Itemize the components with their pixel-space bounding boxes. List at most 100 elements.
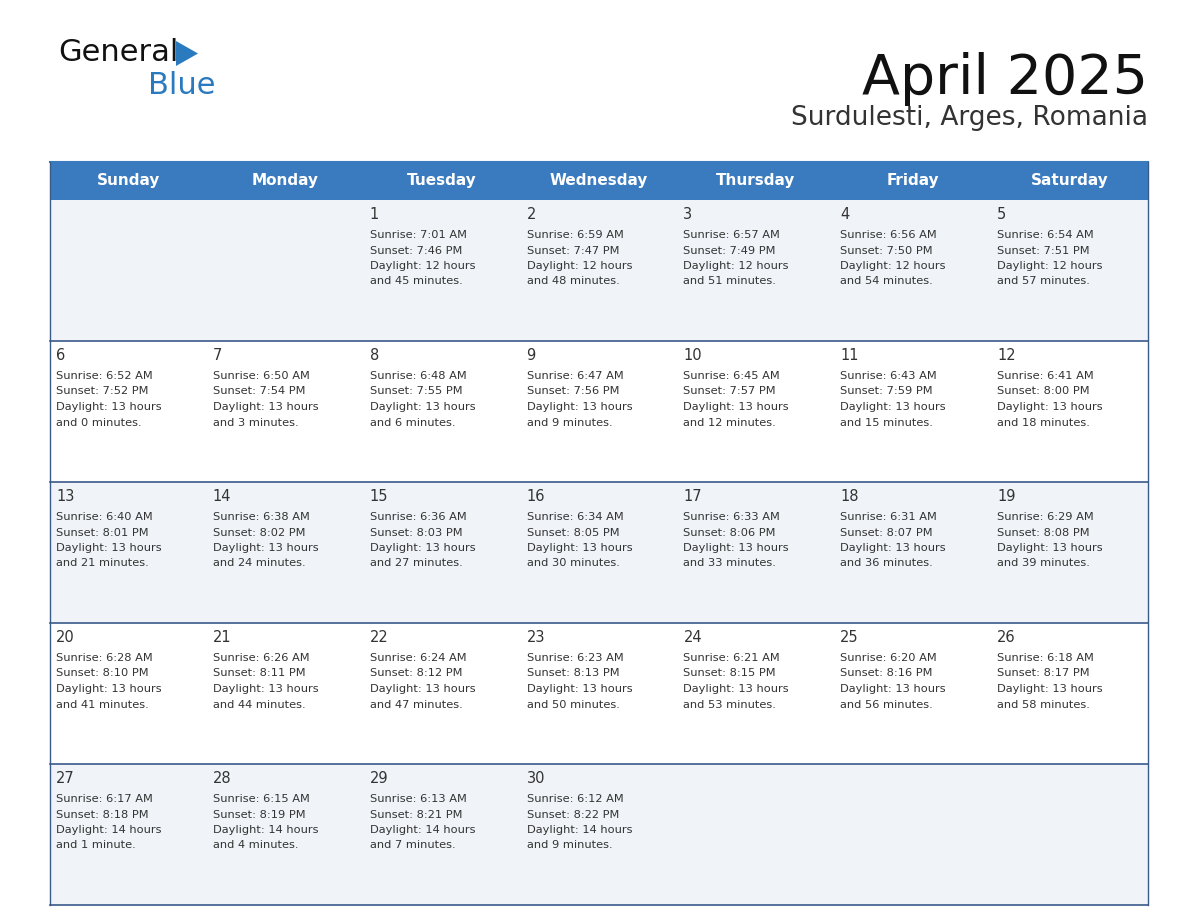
Text: 14: 14 [213, 489, 232, 504]
Text: Sunset: 7:50 PM: Sunset: 7:50 PM [840, 245, 933, 255]
Text: and 9 minutes.: and 9 minutes. [526, 418, 612, 428]
Bar [50, 200, 207, 341]
Text: Sunrise: 6:12 AM: Sunrise: 6:12 AM [526, 794, 624, 804]
Bar [520, 341, 677, 482]
Text: Daylight: 13 hours: Daylight: 13 hours [840, 402, 946, 412]
Text: Sunrise: 6:57 AM: Sunrise: 6:57 AM [683, 230, 781, 240]
Text: 6: 6 [56, 348, 65, 363]
Text: and 48 minutes.: and 48 minutes. [526, 276, 619, 286]
Text: and 57 minutes.: and 57 minutes. [997, 276, 1091, 286]
Text: Daylight: 13 hours: Daylight: 13 hours [369, 543, 475, 553]
Bar [991, 482, 1148, 623]
Text: Sunset: 8:12 PM: Sunset: 8:12 PM [369, 668, 462, 678]
Text: 26: 26 [997, 630, 1016, 645]
Text: and 7 minutes.: and 7 minutes. [369, 841, 455, 850]
Text: 27: 27 [56, 771, 75, 786]
Text: Daylight: 14 hours: Daylight: 14 hours [56, 825, 162, 835]
Text: Sunrise: 6:59 AM: Sunrise: 6:59 AM [526, 230, 624, 240]
Text: Daylight: 12 hours: Daylight: 12 hours [997, 261, 1102, 271]
Text: 7: 7 [213, 348, 222, 363]
Text: and 36 minutes.: and 36 minutes. [840, 558, 933, 568]
Bar [677, 764, 834, 905]
Bar [50, 623, 207, 764]
Text: Daylight: 13 hours: Daylight: 13 hours [213, 684, 318, 694]
Text: Sunset: 8:08 PM: Sunset: 8:08 PM [997, 528, 1089, 538]
Bar [520, 623, 677, 764]
Text: Tuesday: Tuesday [407, 174, 478, 188]
Bar [50, 162, 1148, 200]
Bar [364, 764, 520, 905]
Text: Monday: Monday [252, 174, 318, 188]
Text: Daylight: 13 hours: Daylight: 13 hours [56, 684, 162, 694]
Text: and 27 minutes.: and 27 minutes. [369, 558, 462, 568]
Text: Sunrise: 6:33 AM: Sunrise: 6:33 AM [683, 512, 781, 522]
Text: Sunset: 8:01 PM: Sunset: 8:01 PM [56, 528, 148, 538]
Text: Daylight: 12 hours: Daylight: 12 hours [526, 261, 632, 271]
Text: Sunset: 7:51 PM: Sunset: 7:51 PM [997, 245, 1089, 255]
Text: Sunrise: 6:15 AM: Sunrise: 6:15 AM [213, 794, 310, 804]
Text: Sunset: 8:17 PM: Sunset: 8:17 PM [997, 668, 1089, 678]
Text: Daylight: 12 hours: Daylight: 12 hours [369, 261, 475, 271]
Bar [364, 200, 520, 341]
Text: Sunset: 7:54 PM: Sunset: 7:54 PM [213, 386, 305, 397]
Text: Sunrise: 6:43 AM: Sunrise: 6:43 AM [840, 371, 937, 381]
Text: and 9 minutes.: and 9 minutes. [526, 841, 612, 850]
Bar [991, 200, 1148, 341]
Text: 11: 11 [840, 348, 859, 363]
Bar [520, 482, 677, 623]
Text: Daylight: 13 hours: Daylight: 13 hours [526, 402, 632, 412]
Text: and 30 minutes.: and 30 minutes. [526, 558, 619, 568]
Text: Sunset: 8:16 PM: Sunset: 8:16 PM [840, 668, 933, 678]
Text: and 39 minutes.: and 39 minutes. [997, 558, 1091, 568]
Text: Daylight: 13 hours: Daylight: 13 hours [526, 684, 632, 694]
Bar [991, 764, 1148, 905]
Text: Sunrise: 6:54 AM: Sunrise: 6:54 AM [997, 230, 1094, 240]
Text: and 1 minute.: and 1 minute. [56, 841, 135, 850]
Text: Sunset: 8:05 PM: Sunset: 8:05 PM [526, 528, 619, 538]
Bar [364, 623, 520, 764]
Text: and 45 minutes.: and 45 minutes. [369, 276, 462, 286]
Text: and 47 minutes.: and 47 minutes. [369, 700, 462, 710]
Bar [50, 341, 207, 482]
Text: Sunrise: 6:36 AM: Sunrise: 6:36 AM [369, 512, 467, 522]
Text: Sunrise: 6:18 AM: Sunrise: 6:18 AM [997, 653, 1094, 663]
Text: Sunset: 8:00 PM: Sunset: 8:00 PM [997, 386, 1089, 397]
Text: Daylight: 13 hours: Daylight: 13 hours [56, 543, 162, 553]
Text: and 51 minutes.: and 51 minutes. [683, 276, 776, 286]
Text: 18: 18 [840, 489, 859, 504]
Text: Saturday: Saturday [1031, 174, 1108, 188]
Text: Daylight: 13 hours: Daylight: 13 hours [840, 684, 946, 694]
Text: Sunrise: 6:48 AM: Sunrise: 6:48 AM [369, 371, 467, 381]
Text: Sunrise: 6:20 AM: Sunrise: 6:20 AM [840, 653, 937, 663]
Text: and 18 minutes.: and 18 minutes. [997, 418, 1091, 428]
Bar [207, 764, 364, 905]
Text: Sunrise: 6:45 AM: Sunrise: 6:45 AM [683, 371, 781, 381]
Text: and 41 minutes.: and 41 minutes. [56, 700, 148, 710]
Text: 25: 25 [840, 630, 859, 645]
Text: Daylight: 13 hours: Daylight: 13 hours [56, 402, 162, 412]
Text: 30: 30 [526, 771, 545, 786]
Text: Daylight: 13 hours: Daylight: 13 hours [997, 684, 1102, 694]
Text: Wednesday: Wednesday [550, 174, 649, 188]
Text: 16: 16 [526, 489, 545, 504]
Text: and 21 minutes.: and 21 minutes. [56, 558, 148, 568]
Text: and 53 minutes.: and 53 minutes. [683, 700, 776, 710]
Text: Sunrise: 6:41 AM: Sunrise: 6:41 AM [997, 371, 1094, 381]
Text: Daylight: 12 hours: Daylight: 12 hours [840, 261, 946, 271]
Text: 13: 13 [56, 489, 75, 504]
Text: Sunset: 7:55 PM: Sunset: 7:55 PM [369, 386, 462, 397]
Bar [207, 482, 364, 623]
Bar [50, 764, 207, 905]
Text: and 0 minutes.: and 0 minutes. [56, 418, 141, 428]
Text: Sunset: 8:22 PM: Sunset: 8:22 PM [526, 810, 619, 820]
Bar [207, 623, 364, 764]
Text: Blue: Blue [148, 71, 215, 100]
Text: 19: 19 [997, 489, 1016, 504]
Text: Daylight: 13 hours: Daylight: 13 hours [997, 402, 1102, 412]
Text: and 54 minutes.: and 54 minutes. [840, 276, 933, 286]
Bar [834, 341, 991, 482]
Text: Sunrise: 6:13 AM: Sunrise: 6:13 AM [369, 794, 467, 804]
Text: 4: 4 [840, 207, 849, 222]
Text: 17: 17 [683, 489, 702, 504]
Text: Sunset: 8:13 PM: Sunset: 8:13 PM [526, 668, 619, 678]
